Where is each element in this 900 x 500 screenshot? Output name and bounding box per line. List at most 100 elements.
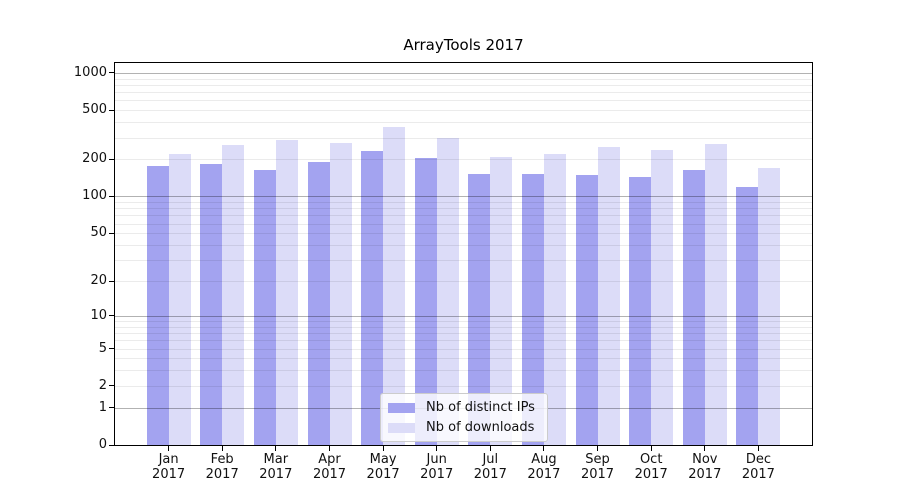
y-tick-mark — [109, 348, 114, 349]
x-tick-mark — [489, 446, 491, 451]
x-tick-mark — [436, 446, 438, 451]
y-tick-label: 2 — [98, 377, 107, 393]
y-tick-label: 1000 — [73, 64, 107, 80]
plot-area: 0 1 2 5 10 20 50 100 200 500 1000 Jan 2017 Feb 2017 Mar… — [74, 62, 813, 482]
x-tick-mark — [704, 446, 706, 451]
y-tick-label: 0 — [98, 437, 107, 452]
x-tick-month: Mar — [263, 452, 289, 467]
bar-downloads-jan — [168, 153, 191, 445]
ticks-layer: 0 1 2 5 10 20 50 100 200 500 1000 Jan 2017 Feb 2017 Mar… — [74, 63, 812, 482]
bar-downloads-oct — [651, 150, 674, 445]
y-tick-mark — [109, 158, 114, 160]
x-tick-year: 2017 — [473, 467, 507, 482]
x-tick-year: 2017 — [259, 467, 293, 482]
y-tick-label: 10 — [90, 307, 107, 323]
y-tick-mark — [109, 109, 114, 111]
y-tick-label: 100 — [82, 188, 107, 204]
legend-label-downloads: Nb of downloads — [426, 420, 535, 435]
legend-label-distinct-ips: Nb of distinct IPs — [426, 400, 535, 415]
legend-item-downloads: Nb of downloads — [388, 420, 535, 435]
x-tick-mark — [221, 446, 223, 451]
bar-distinct-ips-sep — [575, 175, 598, 445]
x-tick-label: Mar 2017 — [236, 452, 316, 482]
y-tick-label: 200 — [82, 151, 107, 167]
x-tick-year: 2017 — [312, 467, 347, 482]
x-tick-month: Jun — [426, 452, 447, 467]
y-tick-label: 20 — [90, 273, 107, 288]
x-tick-year: 2017 — [580, 467, 615, 482]
y-tick-mark — [109, 407, 114, 409]
x-tick-label: Nov 2017 — [665, 452, 745, 482]
chart-title: ArrayTools 2017 — [403, 36, 524, 54]
bar-downloads-nov — [704, 144, 727, 445]
bar-downloads-apr — [329, 143, 352, 445]
x-tick-year: 2017 — [634, 467, 668, 482]
x-tick-month: Oct — [639, 452, 663, 467]
legend-swatch-downloads — [388, 422, 415, 433]
x-tick-label: Apr 2017 — [290, 452, 370, 482]
x-tick-mark — [757, 446, 759, 451]
x-tick-year: 2017 — [152, 467, 186, 482]
y-tick-label: 1 — [98, 399, 107, 415]
x-tick-month: Apr — [318, 452, 341, 467]
y-tick-mark — [109, 232, 114, 234]
x-tick-label: Dec 2017 — [718, 452, 798, 482]
x-tick-month: Aug — [531, 452, 557, 467]
legend-swatch-distinct-ips — [388, 402, 415, 413]
x-tick-year: 2017 — [366, 467, 400, 482]
bar-distinct-ips-aug — [521, 174, 544, 445]
y-tick-mark — [109, 444, 114, 446]
legend-item-distinct-ips: Nb of distinct IPs — [388, 400, 535, 415]
x-tick-month: Feb — [210, 452, 234, 467]
bar-distinct-ips-jun — [414, 157, 437, 445]
x-tick-month: Sep — [585, 452, 610, 467]
bar-downloads-sep — [597, 146, 620, 445]
x-tick-year: 2017 — [205, 467, 239, 482]
x-tick-label: Jan 2017 — [129, 452, 209, 482]
x-tick-mark — [382, 446, 384, 451]
bar-downloads-mar — [275, 140, 298, 445]
y-tick-mark — [109, 195, 114, 197]
bar-downloads-jun — [436, 137, 459, 445]
bar-distinct-ips-feb — [200, 163, 223, 445]
x-tick-mark — [329, 446, 330, 451]
x-tick-mark — [597, 446, 598, 451]
x-tick-mark — [168, 446, 170, 451]
x-tick-year: 2017 — [688, 467, 722, 482]
bar-downloads-may — [383, 126, 406, 445]
x-tick-month: Jul — [482, 452, 499, 467]
y-tick-label: 50 — [90, 225, 107, 241]
x-tick-label: Jul 2017 — [450, 452, 530, 482]
y-tick-mark — [109, 72, 114, 74]
bar-distinct-ips-apr — [307, 161, 330, 445]
bar-distinct-ips-jan — [146, 166, 169, 445]
x-tick-label: Feb 2017 — [182, 452, 262, 482]
bar-distinct-ips-dec — [736, 187, 759, 445]
y-tick-label: 500 — [82, 102, 107, 118]
y-tick-label: 5 — [98, 340, 107, 356]
bars-layer — [115, 63, 812, 445]
x-tick-month: Jan — [158, 452, 179, 467]
bar-distinct-ips-jul — [468, 173, 491, 445]
x-tick-year: 2017 — [420, 467, 454, 482]
x-tick-month: May — [369, 452, 397, 467]
y-tick-mark — [109, 315, 114, 317]
bar-distinct-ips-mar — [253, 169, 276, 445]
x-tick-mark — [275, 446, 277, 451]
x-tick-label: Jun 2017 — [397, 452, 477, 482]
bar-distinct-ips-may — [361, 150, 384, 445]
x-tick-mark — [650, 446, 652, 451]
bar-downloads-aug — [543, 154, 566, 445]
bar-distinct-ips-oct — [629, 176, 652, 445]
x-tick-label: Oct 2017 — [611, 452, 691, 482]
x-tick-year: 2017 — [741, 467, 775, 482]
bar-distinct-ips-nov — [682, 170, 705, 445]
x-tick-mark — [543, 446, 545, 451]
x-tick-month: Nov — [692, 452, 718, 467]
bar-downloads-feb — [222, 145, 245, 445]
legend: Nb of distinct IPs Nb of downloads — [380, 393, 548, 442]
y-tick-mark — [109, 280, 114, 282]
x-tick-month: Dec — [745, 452, 771, 467]
x-tick-label: May 2017 — [343, 452, 423, 482]
